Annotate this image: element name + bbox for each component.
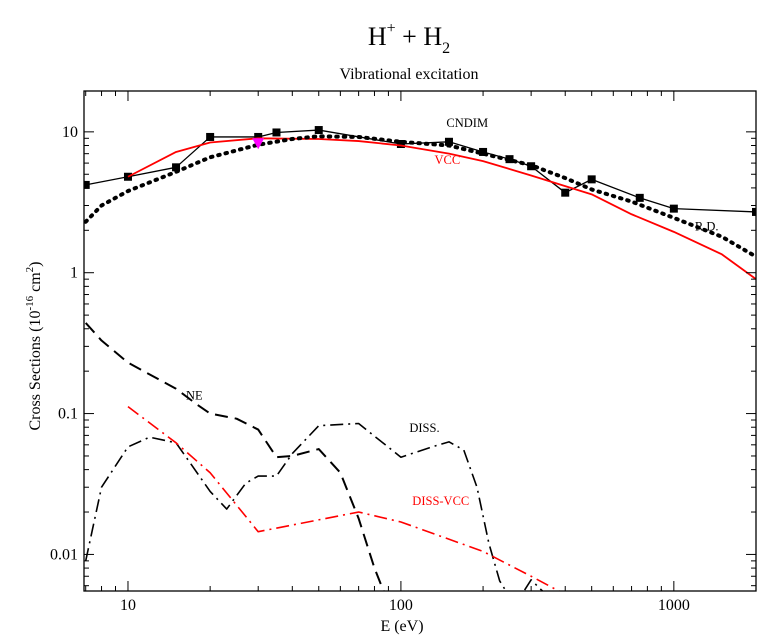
y-title-pre: Cross Sections (10 [27,311,44,431]
x-tick-label: 100 [389,597,413,614]
series-label-vcc: VCC [435,153,461,167]
series-point-cndim [84,180,90,189]
series-point-cndim [254,132,263,141]
series-point-cndim [444,137,453,146]
y-title-sup1: -16 [24,295,36,310]
series-layer [84,126,756,591]
svg-text:H+ + H2: H+ + H2 [368,20,450,57]
title-sub: 2 [442,40,450,57]
series-line-diss-vcc [127,406,561,591]
series-label-ne: NE [186,388,203,402]
series-point-cndim [561,188,570,197]
series-line-ne [84,322,385,591]
x-tick-label: 10 [120,597,136,614]
series-point-cndim [396,139,405,148]
series-line-r-d [84,134,756,259]
series-line-vcc [127,137,756,280]
axes-layer: 10 100 1000 0.01 0.1 1 10 [50,90,757,614]
series-point-cndim [479,147,488,156]
series-point-cndim [172,163,181,172]
y-title-mid: cm [27,272,44,296]
series-point-cndim [635,193,644,202]
series-point-cndim [314,126,323,135]
title-h: H [368,22,387,51]
x-tick-label: 1000 [658,597,690,614]
y-tick-label: 10 [62,124,78,141]
y-tick-label: 1 [70,265,78,282]
series-label-diss: DISS. [409,421,439,435]
chart-subtitle: Vibrational excitation [340,66,479,83]
series-labels-layer: CNDIM VCC R.D. NE DISS. DISS-VCC [186,116,719,508]
chart-title: H+ + H2 [368,20,450,57]
series-point-cndim [272,128,281,137]
y-tick-label: 0.01 [50,546,78,563]
x-axis-title: E (eV) [380,618,423,635]
plot-frame [83,90,757,592]
series-point-cndim [669,204,678,213]
series-label-diss-vcc: DISS-VCC [412,494,469,508]
magenta-triangle-marker [252,138,265,150]
y-axis-title: Cross Sections (10-16 cm2) [24,261,44,430]
y-title-sup2: 2 [24,267,36,273]
title-plus-sup: + [387,20,396,37]
y-title-post: ) [27,261,44,266]
series-point-cndim [752,207,756,216]
title-mid: + H [396,22,443,51]
series-point-cndim [206,132,215,141]
series-point-cndim [587,175,596,184]
series-label-cndim: CNDIM [446,116,488,130]
y-tick-label: 0.1 [58,406,78,423]
series-line-diss [84,422,544,591]
series-label-r-d: R.D. [695,219,719,233]
